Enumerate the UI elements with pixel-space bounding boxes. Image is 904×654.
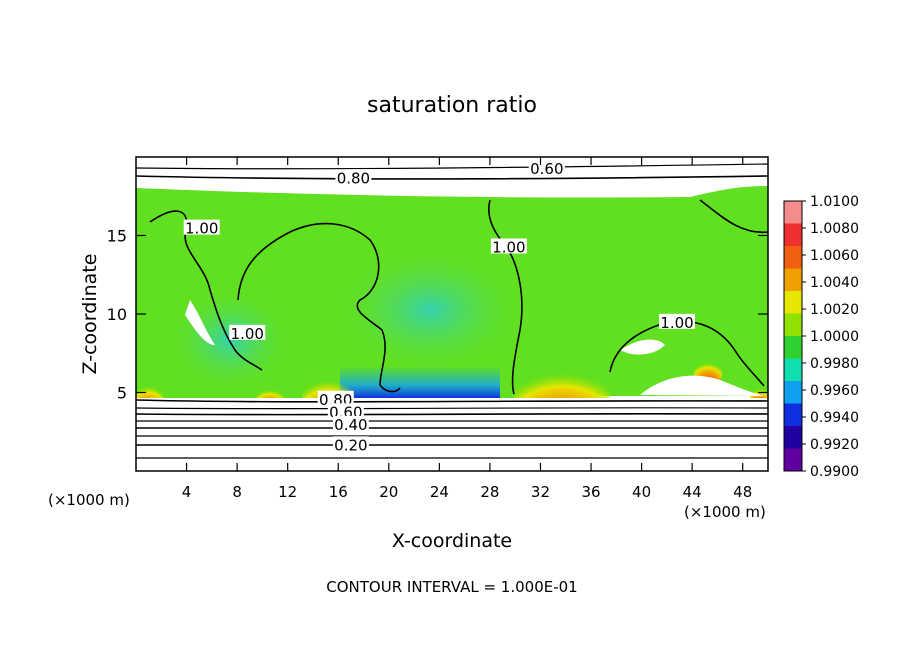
colorbar-label: 0.9980 [810, 356, 859, 372]
plot-area [136, 157, 768, 471]
x-tick-label: 4 [182, 483, 192, 501]
y-tick-label: 15 [107, 227, 127, 246]
colorbar-label: 0.9940 [810, 410, 859, 426]
colorbar-label: 1.0100 [810, 194, 859, 210]
contour-label-bg [528, 159, 565, 175]
colorbar-label: 1.0080 [810, 221, 859, 237]
contour-1.00 [699, 199, 768, 234]
x-tick-label: 32 [531, 483, 550, 501]
colorbar-label: 0.9960 [810, 383, 859, 399]
subsaturated-band [340, 366, 500, 398]
x-tick-label: 44 [683, 483, 702, 501]
dry-pocket [620, 339, 665, 355]
contour-label-bg [332, 415, 369, 431]
contour-1.00 [237, 222, 401, 393]
colorbar-swatch [784, 291, 802, 314]
y-axis: 5 10 15 [107, 227, 768, 403]
contour-label-bg [332, 436, 369, 452]
contour-label-bg [335, 169, 372, 185]
contour-label: 1.00 [185, 220, 218, 238]
x-unit-left: (×1000 m) [48, 491, 130, 509]
colorbar-swatch [784, 426, 802, 449]
contour-0.80-lower [136, 399, 768, 403]
colorbar-swatch [784, 246, 802, 269]
x-tick-label: 24 [430, 483, 449, 501]
contour-label-bg [229, 324, 266, 340]
colorbar-label: 1.0020 [810, 302, 859, 318]
contour-label-bg [658, 313, 695, 329]
contour-1.00 [149, 210, 263, 371]
x-tick-label: 36 [581, 483, 600, 501]
contour-label: 1.00 [492, 238, 525, 256]
x-tick-label: 20 [379, 483, 398, 501]
colorbar-swatch [784, 448, 802, 472]
cyan-patch [170, 290, 290, 390]
contour-interval-note: CONTOUR INTERVAL = 1.000E-01 [326, 578, 577, 596]
contour-1.00 [488, 199, 523, 395]
colorbar-swatch [784, 403, 802, 427]
contour-0.70 [136, 163, 768, 170]
lower-dry-region [136, 398, 768, 471]
colorbar-swatch [784, 381, 802, 404]
chart-title: saturation ratio [367, 93, 537, 118]
contour-0.80 [136, 175, 768, 180]
x-tick-label: 40 [632, 483, 651, 501]
x-tick-label: 48 [733, 483, 752, 501]
colorbar-label: 1.0040 [810, 275, 859, 291]
y-tick-label: 10 [107, 305, 127, 324]
x-axis-title: X-coordinate [392, 530, 512, 552]
contour-label-bg [317, 390, 354, 406]
contour-label: 1.00 [231, 325, 264, 343]
contour-0.75 [136, 407, 768, 410]
contour-0.40 [136, 426, 768, 430]
colorbar-swatch [784, 358, 802, 382]
dry-pocket [185, 300, 215, 345]
contour-1.00 [609, 320, 765, 387]
colorbar-label: 0.9920 [810, 437, 859, 453]
contour-label-bg [183, 219, 220, 235]
y-tick-label: 5 [117, 384, 127, 403]
y-axis-title: Z-coordinate [79, 254, 101, 375]
x-tick-label: 16 [329, 483, 348, 501]
colorbar-label: 1.0000 [810, 329, 859, 345]
x-tick-label: 12 [278, 483, 297, 501]
colorbar-swatch [784, 223, 802, 247]
contour-0.60 [136, 412, 768, 416]
dry-pocket [640, 375, 765, 396]
colorbar: 1.0100 1.0080 1.0060 1.0040 1.0020 1.0000 0.99… [783, 194, 859, 480]
x-unit-right: (×1000 m) [684, 503, 766, 521]
colorbar-label: 1.0060 [810, 248, 859, 264]
colorbar-label: 0.9900 [810, 464, 859, 480]
contour-label-bg [490, 238, 527, 254]
contour-label: 0.80 [337, 169, 370, 187]
x-axis: 4 8 12 16 20 24 28 32 36 40 44 48 [182, 157, 752, 501]
colorbar-swatch [784, 313, 802, 337]
x-tick-label: 28 [480, 483, 499, 501]
contour-label: 1.00 [660, 314, 693, 332]
contour-label: 0.20 [334, 436, 367, 454]
contour-label: 0.60 [530, 160, 563, 178]
colorbar-swatch [784, 201, 802, 224]
contour-label-bg [327, 403, 364, 419]
x-tick-label: 8 [232, 483, 242, 501]
colorbar-swatch [784, 268, 802, 292]
contour-labels: 0.600.801.001.001.001.000.800.600.400.20 [183, 159, 695, 454]
cyan-patch [340, 250, 520, 370]
contour-label: 0.40 [334, 416, 367, 434]
colorbar-swatch [784, 336, 802, 359]
contour-0.50 [136, 420, 768, 422]
